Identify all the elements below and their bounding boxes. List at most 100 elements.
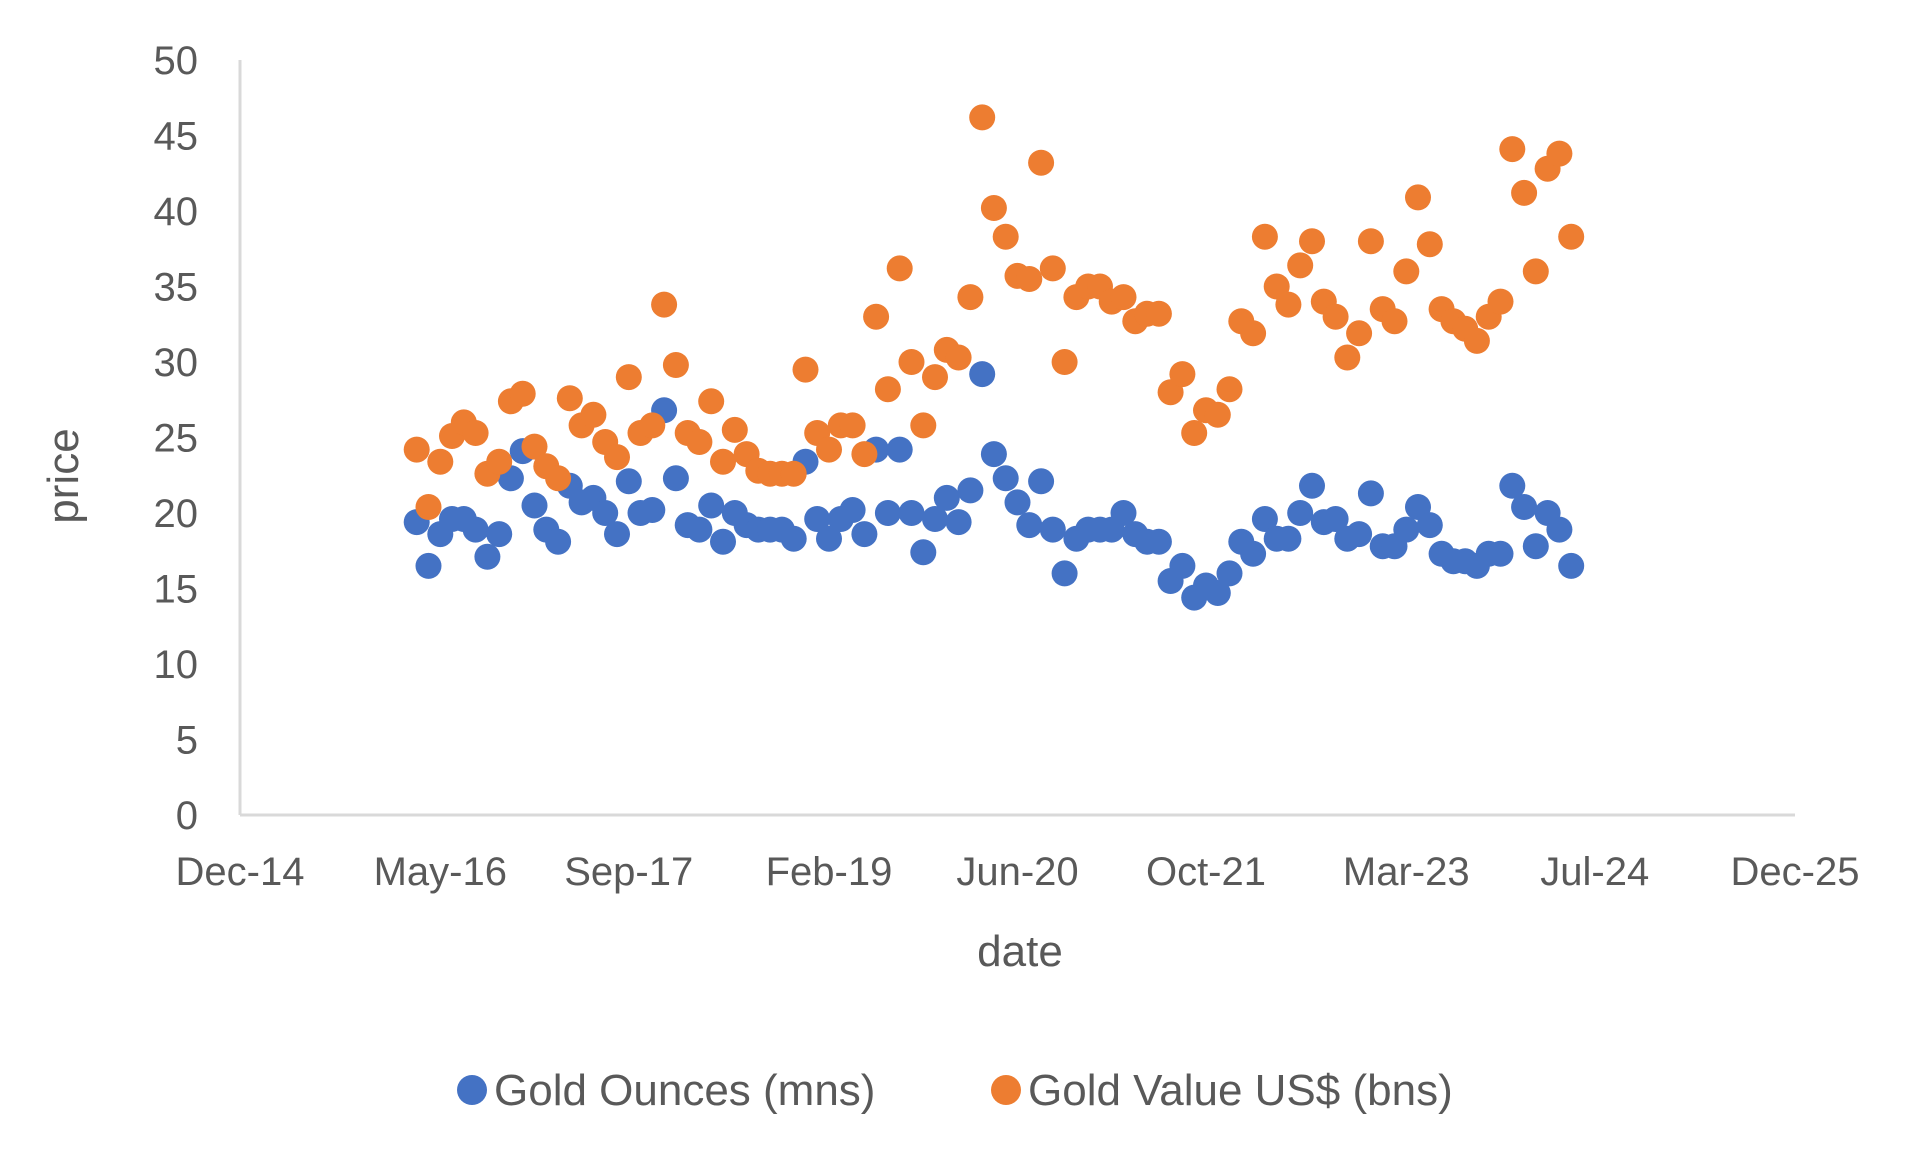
data-point bbox=[851, 441, 878, 468]
data-point bbox=[1169, 361, 1196, 388]
data-point bbox=[545, 528, 572, 555]
data-point bbox=[462, 516, 489, 543]
data-point bbox=[615, 364, 642, 391]
data-point bbox=[1039, 255, 1066, 282]
data-point bbox=[851, 521, 878, 548]
legend-item-gold-ounces[interactable]: Gold Ounces (mns) bbox=[457, 1066, 875, 1115]
data-point bbox=[1275, 291, 1302, 318]
data-point bbox=[910, 539, 937, 566]
data-point bbox=[980, 441, 1007, 468]
y-tick-label: 30 bbox=[154, 341, 199, 385]
data-point bbox=[804, 506, 831, 532]
y-tick-label: 15 bbox=[154, 568, 199, 612]
data-point bbox=[1357, 228, 1384, 255]
data-point bbox=[1546, 516, 1573, 543]
data-point bbox=[1522, 533, 1549, 560]
data-point bbox=[1357, 480, 1384, 507]
data-point bbox=[545, 465, 572, 492]
x-tick-label: Feb-19 bbox=[766, 850, 893, 894]
data-point bbox=[521, 492, 548, 519]
data-points bbox=[403, 104, 1585, 611]
data-point bbox=[957, 284, 984, 311]
data-point bbox=[1216, 376, 1243, 403]
data-point bbox=[662, 352, 689, 378]
data-point bbox=[486, 448, 513, 475]
data-point bbox=[863, 303, 890, 330]
data-point bbox=[710, 528, 736, 555]
data-point bbox=[816, 525, 842, 552]
y-tick-label: 25 bbox=[154, 417, 199, 461]
data-point bbox=[1322, 303, 1349, 330]
data-point bbox=[1110, 500, 1137, 526]
data-point bbox=[1287, 252, 1314, 279]
data-point bbox=[898, 349, 925, 375]
data-point bbox=[816, 436, 842, 463]
data-point bbox=[592, 500, 619, 526]
x-tick-label: Jul-24 bbox=[1540, 850, 1649, 894]
data-point bbox=[957, 477, 984, 504]
series-1 bbox=[403, 104, 1585, 520]
data-point bbox=[509, 380, 536, 407]
data-point bbox=[580, 401, 607, 428]
data-point bbox=[886, 255, 913, 282]
data-point bbox=[1004, 489, 1031, 516]
data-point bbox=[1181, 420, 1208, 446]
x-tick-label: Dec-25 bbox=[1731, 850, 1860, 894]
data-point bbox=[1499, 472, 1526, 499]
data-point bbox=[1511, 494, 1538, 520]
data-point bbox=[1145, 528, 1172, 555]
data-point bbox=[1511, 179, 1538, 206]
data-point bbox=[780, 460, 807, 487]
data-point bbox=[1299, 472, 1325, 499]
data-point bbox=[1051, 560, 1078, 587]
data-point bbox=[639, 497, 666, 523]
data-point bbox=[898, 500, 925, 526]
data-point bbox=[1028, 468, 1055, 495]
data-point bbox=[992, 465, 1019, 492]
data-point bbox=[604, 521, 630, 548]
data-point bbox=[1251, 223, 1278, 250]
x-tick-label: Mar-23 bbox=[1343, 850, 1470, 894]
data-point bbox=[686, 429, 713, 455]
data-point bbox=[1216, 560, 1243, 587]
data-point bbox=[792, 356, 819, 383]
y-tick-label: 40 bbox=[154, 190, 199, 234]
data-point bbox=[910, 412, 937, 439]
data-point bbox=[698, 388, 725, 415]
data-point bbox=[969, 361, 996, 388]
data-point bbox=[1405, 184, 1431, 211]
data-point bbox=[1393, 516, 1420, 543]
data-point bbox=[615, 468, 642, 495]
legend-marker-gold-ounces bbox=[457, 1075, 487, 1105]
data-point bbox=[945, 344, 972, 371]
data-point bbox=[415, 494, 442, 520]
data-point bbox=[1039, 516, 1066, 543]
data-point bbox=[922, 506, 948, 532]
data-point bbox=[839, 412, 866, 439]
data-point bbox=[710, 448, 736, 475]
data-point bbox=[474, 543, 501, 570]
y-tick-label: 5 bbox=[176, 719, 198, 763]
data-point bbox=[1287, 500, 1314, 526]
y-tick-label: 35 bbox=[154, 266, 199, 310]
y-tick-label: 20 bbox=[154, 492, 199, 536]
data-point bbox=[1346, 521, 1373, 548]
legend-marker-gold-value bbox=[991, 1075, 1021, 1105]
y-tick-label: 45 bbox=[154, 115, 199, 159]
legend-label-gold-value: Gold Value US$ (bns) bbox=[1028, 1066, 1453, 1115]
data-point bbox=[698, 492, 725, 519]
data-point bbox=[521, 433, 548, 460]
data-point bbox=[1558, 552, 1585, 579]
data-point bbox=[922, 364, 948, 391]
data-point bbox=[556, 385, 583, 412]
data-point bbox=[403, 436, 430, 463]
data-point bbox=[874, 500, 901, 526]
legend-item-gold-value[interactable]: Gold Value US$ (bns) bbox=[991, 1066, 1453, 1115]
data-point bbox=[1487, 288, 1514, 315]
data-point bbox=[1028, 149, 1055, 176]
data-point bbox=[1381, 308, 1408, 335]
x-axis-tick-labels: Dec-14 May-16 Sep-17 Feb-19 Jun-20 Oct-21 Mar-… bbox=[176, 850, 1860, 894]
data-point bbox=[1016, 512, 1043, 539]
data-point bbox=[1416, 231, 1443, 258]
